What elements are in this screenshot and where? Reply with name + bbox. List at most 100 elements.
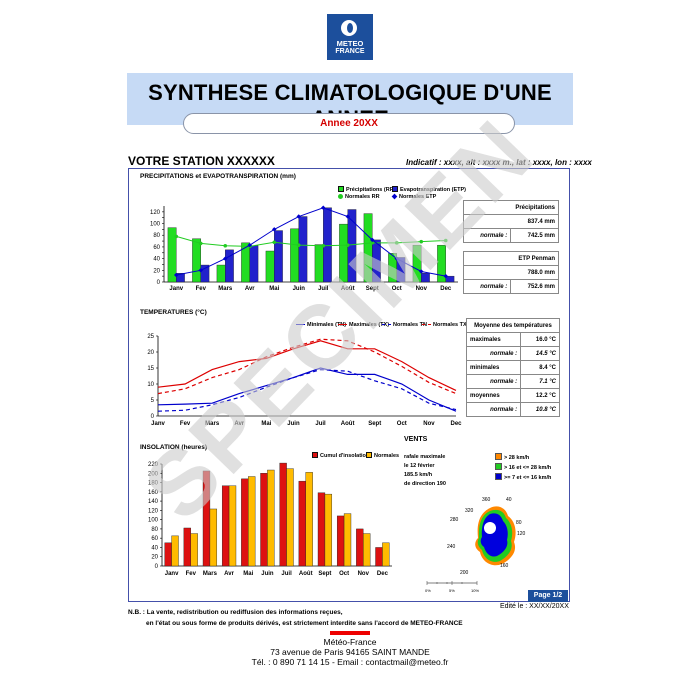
- insol-bar: [164, 542, 172, 567]
- precip-line: [176, 207, 446, 277]
- precip-title: PRECIPITATIONS et EVAPOTRANSPIRATION (mm…: [140, 173, 296, 180]
- x-tick-label: Mars: [205, 421, 220, 427]
- station-indicatif: Indicatif : xxxx, alt : xxxx m., lat : x…: [406, 158, 592, 167]
- temp-row-value: 16.0 °C: [520, 332, 560, 347]
- precip-bar: [176, 273, 185, 283]
- x-tick-label: Oct: [397, 421, 407, 427]
- precip-table-n2: 752.6 mm: [510, 279, 559, 294]
- x-tick-label: Nov: [423, 421, 435, 427]
- insol-bar: [305, 472, 313, 567]
- wind-rose: 360 40 80 120 160 200 240 280 320: [447, 497, 526, 576]
- x-tick-label: Janv: [169, 286, 183, 292]
- temp-legend-tx: Maximales (TX): [338, 322, 389, 328]
- x-tick-label: Juil: [318, 286, 329, 292]
- y-tick-label: 220: [148, 462, 159, 468]
- insol-legend-cumul: Cumul d'insolation: [312, 452, 369, 459]
- insol-bar: [375, 547, 383, 567]
- footer-redbar: [330, 631, 370, 635]
- precip-table-v2: 788.0 mm: [463, 265, 559, 280]
- precip-bar: [290, 228, 299, 283]
- insol-bar: [286, 468, 294, 567]
- precip-point: [174, 234, 179, 239]
- precip-bar: [216, 264, 226, 283]
- precip-table: Précipitations 837.4 mm normale :742.5 m…: [462, 200, 559, 294]
- precip-point: [272, 240, 277, 245]
- precip-legend-etp: Evapotranspiration (ETP): [392, 186, 466, 193]
- temp-row-label: moyennes: [465, 388, 522, 403]
- precip-point: [296, 243, 301, 247]
- insol-bar: [343, 513, 352, 567]
- rose-dir-label: 240: [447, 544, 456, 550]
- x-tick-label: Août: [299, 571, 313, 577]
- insol-bar: [363, 533, 371, 567]
- rose-dir-label: 80: [516, 520, 522, 526]
- y-tick-label: 140: [148, 499, 159, 505]
- page-title: SYNTHESE CLIMATOLOGIQUE D'UNE ANNEE: [148, 80, 552, 131]
- y-tick-label: 80: [151, 527, 158, 533]
- precip-bar: [445, 275, 455, 283]
- insol-bar: [209, 508, 218, 567]
- rose-dir-label: 280: [450, 517, 459, 523]
- precip-bar: [421, 273, 430, 283]
- x-tick-label: Mars: [218, 286, 233, 292]
- vents-legend: > 28 km/h > 16 et <= 28 km/h >= 7 et <= …: [495, 453, 551, 483]
- temp-title: TEMPERATURES (°C): [140, 309, 207, 316]
- x-tick-label: Avr: [224, 571, 234, 577]
- insol-bar: [298, 480, 306, 567]
- temp-row-value: 7.1 °C: [520, 374, 560, 389]
- x-tick-label: Août: [341, 286, 355, 292]
- y-tick-label: 10: [147, 382, 154, 388]
- y-tick-label: 100: [148, 518, 159, 524]
- y-tick-label: 15: [147, 366, 154, 372]
- precip-point: [443, 238, 448, 243]
- precip-legend-nrr: Normales RR: [338, 194, 380, 200]
- precip-bar: [412, 244, 422, 283]
- rafale-line: rafale maximale: [404, 454, 446, 460]
- precip-point: [223, 243, 228, 248]
- x-tick-label: Fev: [180, 421, 191, 427]
- insol-bar: [171, 535, 179, 567]
- x-tick-label: Dec: [377, 571, 389, 577]
- y-tick-label: 0: [157, 280, 161, 286]
- edit-date: Edité le : XX/XX/20XX: [500, 603, 569, 610]
- precip-bar: [372, 239, 381, 283]
- x-tick-label: Août: [341, 421, 355, 427]
- temp-line: [157, 368, 457, 412]
- meteo-france-logo: METEO FRANCE: [327, 14, 373, 60]
- insol-bar: [279, 462, 287, 567]
- precip-point: [370, 241, 375, 245]
- rose-scale-label: 0%: [425, 588, 431, 593]
- precip-bar: [437, 244, 446, 283]
- rafale-line: 185.5 km/h: [404, 472, 433, 478]
- x-tick-label: Dec: [450, 421, 462, 427]
- x-tick-label: Mai: [269, 286, 279, 292]
- temp-table: Moyenne des températures maximales 16.0 °…: [465, 318, 560, 417]
- rose-dir-label: 360: [482, 497, 491, 503]
- page-tag: Page 1/2: [528, 590, 568, 602]
- precip-bar: [274, 230, 283, 283]
- precip-bar: [249, 245, 259, 283]
- insol-bar: [190, 533, 198, 567]
- y-tick-label: 40: [151, 545, 158, 551]
- y-tick-label: 20: [151, 555, 158, 561]
- x-tick-label: Fev: [196, 286, 207, 292]
- precip-bar: [167, 227, 177, 283]
- y-tick-label: 120: [150, 210, 161, 216]
- precip-chart: 0 20 40 60 80 100 120 Janv Fev Mars Avr Mai Juin Juil…: [150, 205, 458, 292]
- precip-bar: [200, 264, 210, 283]
- nb-line: N.B. : La vente, redistribution ou redif…: [128, 609, 343, 616]
- insol-bar: [183, 527, 191, 567]
- x-tick-label: Oct: [392, 286, 402, 292]
- x-tick-label: Fev: [186, 571, 197, 577]
- insol-legend-normales: Normales: [366, 452, 399, 459]
- temp-row-value: 14.5 °C: [520, 346, 560, 361]
- precip-point: [345, 243, 350, 247]
- precip-line: [176, 235, 446, 247]
- rose-center: [484, 522, 496, 534]
- main-frame: [128, 168, 570, 602]
- rose-dir-label: 160: [500, 563, 509, 569]
- precip-table-n1: 742.5 mm: [510, 228, 559, 243]
- footer-line: 73 avenue de Paris 94165 SAINT MANDE: [270, 647, 430, 657]
- y-tick-label: 120: [148, 508, 159, 514]
- rose-scale-label: 5%: [449, 588, 455, 593]
